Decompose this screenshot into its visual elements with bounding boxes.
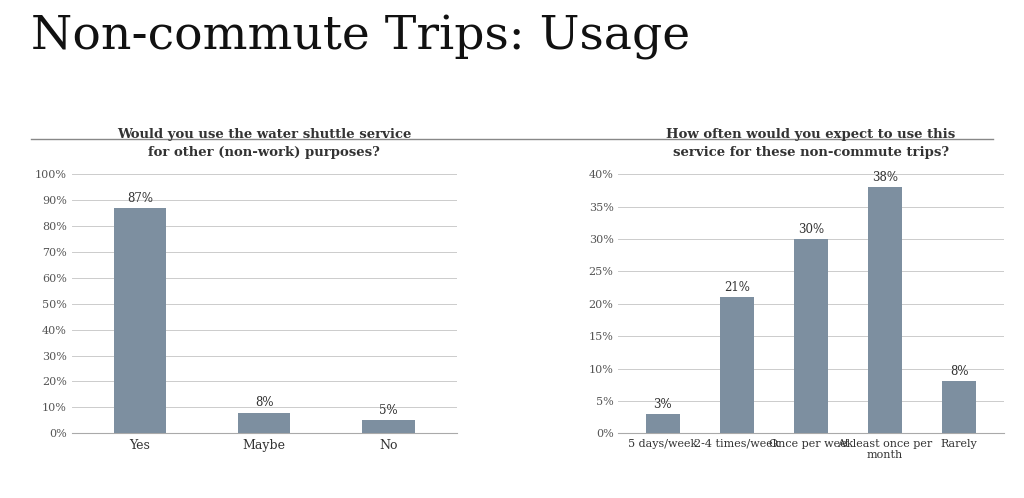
Text: 3%: 3% [653, 397, 672, 410]
Text: How often would you expect to use this
service for these non-commute trips?: How often would you expect to use this s… [667, 128, 955, 159]
Text: Non-commute Trips: Usage: Non-commute Trips: Usage [31, 15, 690, 60]
Bar [362, 420, 415, 433]
Text: 21%: 21% [724, 281, 750, 294]
Bar [114, 208, 166, 433]
Text: 87%: 87% [127, 192, 153, 205]
Text: 30%: 30% [798, 223, 824, 236]
Bar [646, 414, 680, 433]
Bar [868, 187, 902, 433]
Text: 8%: 8% [255, 396, 273, 409]
Bar [795, 239, 827, 433]
Text: 8%: 8% [950, 365, 969, 378]
Bar [942, 381, 976, 433]
Text: 38%: 38% [872, 171, 898, 184]
Bar [239, 412, 290, 433]
Text: Would you use the water shuttle service
for other (non-work) purposes?: Would you use the water shuttle service … [117, 128, 412, 159]
Text: 5%: 5% [379, 404, 397, 417]
Bar [720, 297, 754, 433]
